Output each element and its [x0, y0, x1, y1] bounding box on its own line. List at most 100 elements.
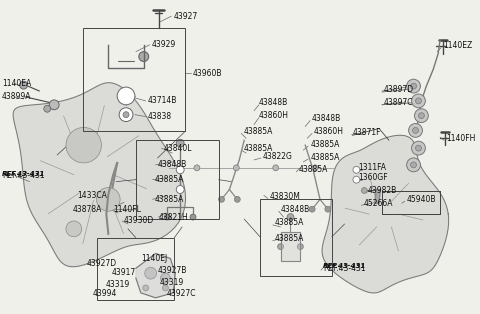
Text: 43994: 43994 [93, 290, 117, 298]
Circle shape [408, 123, 422, 137]
Text: 43860H: 43860H [314, 127, 344, 136]
Text: 43848B: 43848B [312, 114, 341, 123]
Bar [382, 192, 440, 214]
Text: 1140EA: 1140EA [2, 78, 31, 88]
Text: 43821H: 43821H [158, 213, 188, 222]
Text: 43885A: 43885A [310, 153, 339, 161]
Text: 43860H: 43860H [259, 111, 289, 120]
Text: 43960B: 43960B [193, 69, 223, 78]
Text: 43917: 43917 [111, 268, 135, 277]
Circle shape [218, 196, 225, 202]
Text: 43897C: 43897C [384, 98, 413, 107]
Bar [382, 192, 440, 214]
Circle shape [49, 100, 59, 110]
Bar [260, 199, 332, 276]
Text: REF.43-431: REF.43-431 [2, 171, 45, 177]
Text: 43822G: 43822G [263, 152, 293, 160]
Text: 43885A: 43885A [275, 234, 304, 243]
Text: 1140FH: 1140FH [446, 134, 475, 143]
Circle shape [160, 273, 170, 283]
Circle shape [312, 165, 318, 171]
Text: REF.43-431: REF.43-431 [2, 171, 45, 180]
Polygon shape [13, 83, 185, 267]
Circle shape [353, 176, 360, 183]
Text: 45266A: 45266A [363, 199, 393, 208]
Text: 1360GF: 1360GF [359, 173, 388, 182]
Text: 43885A: 43885A [243, 143, 273, 153]
Polygon shape [281, 232, 300, 261]
Circle shape [412, 127, 419, 133]
Circle shape [162, 285, 168, 291]
Text: 43927C: 43927C [167, 290, 196, 298]
Circle shape [410, 162, 417, 168]
Text: 43885A: 43885A [243, 127, 273, 136]
Circle shape [361, 187, 367, 193]
Circle shape [234, 196, 240, 202]
Text: 43848B: 43848B [259, 98, 288, 107]
Circle shape [176, 166, 184, 174]
Circle shape [233, 165, 239, 171]
Circle shape [143, 285, 149, 291]
Text: 1433CA: 1433CA [77, 191, 107, 200]
Circle shape [123, 112, 129, 118]
Bar [136, 140, 218, 219]
Circle shape [287, 214, 294, 220]
Text: 43927B: 43927B [157, 266, 187, 275]
Circle shape [117, 87, 135, 105]
Bar [83, 28, 185, 131]
Circle shape [273, 165, 279, 171]
Text: 43830M: 43830M [270, 192, 300, 201]
Circle shape [145, 267, 156, 279]
Text: 43930D: 43930D [124, 216, 154, 225]
Text: 43885A: 43885A [275, 219, 304, 227]
Text: REF.43-431: REF.43-431 [323, 263, 366, 269]
Text: 45940B: 45940B [407, 195, 436, 204]
Circle shape [96, 187, 120, 211]
Text: 1311FA: 1311FA [359, 163, 386, 172]
Text: 43927D: 43927D [87, 259, 117, 268]
Text: 43885A: 43885A [299, 165, 328, 174]
Circle shape [139, 51, 149, 62]
Circle shape [20, 81, 27, 89]
Circle shape [353, 166, 360, 173]
Circle shape [297, 244, 303, 250]
Text: 43848B: 43848B [157, 160, 187, 169]
Circle shape [44, 105, 51, 112]
Circle shape [407, 158, 420, 172]
Circle shape [416, 98, 421, 104]
Text: 43848B: 43848B [281, 205, 310, 214]
Circle shape [66, 127, 101, 163]
Text: 43878A: 43878A [73, 205, 102, 214]
Circle shape [407, 79, 420, 93]
Circle shape [119, 108, 133, 122]
Text: 43319: 43319 [159, 278, 184, 287]
Circle shape [411, 141, 425, 155]
Text: 43929: 43929 [152, 40, 176, 49]
Text: 43885A: 43885A [155, 195, 184, 204]
Polygon shape [136, 253, 175, 298]
Text: 43885A: 43885A [155, 175, 184, 184]
Text: 1140EJ: 1140EJ [141, 254, 167, 263]
Circle shape [416, 145, 421, 151]
Text: 43897D: 43897D [384, 84, 414, 94]
Text: 43838: 43838 [148, 112, 172, 121]
Circle shape [66, 221, 82, 237]
Circle shape [190, 214, 196, 220]
Bar [97, 238, 174, 300]
Text: 43840L: 43840L [164, 143, 192, 153]
Polygon shape [322, 135, 449, 293]
Circle shape [415, 109, 428, 122]
Circle shape [176, 139, 184, 147]
Text: 1140EZ: 1140EZ [443, 41, 472, 50]
Text: 43885A: 43885A [310, 140, 339, 149]
Circle shape [419, 113, 424, 119]
Circle shape [176, 186, 184, 193]
Text: 43927: 43927 [173, 12, 198, 21]
Text: 1140FL: 1140FL [113, 205, 141, 214]
Circle shape [309, 206, 315, 212]
Text: 43871F: 43871F [352, 128, 381, 137]
Circle shape [410, 83, 417, 89]
Circle shape [411, 94, 425, 108]
Text: 43319: 43319 [105, 279, 130, 289]
Text: 43899A: 43899A [2, 92, 32, 101]
